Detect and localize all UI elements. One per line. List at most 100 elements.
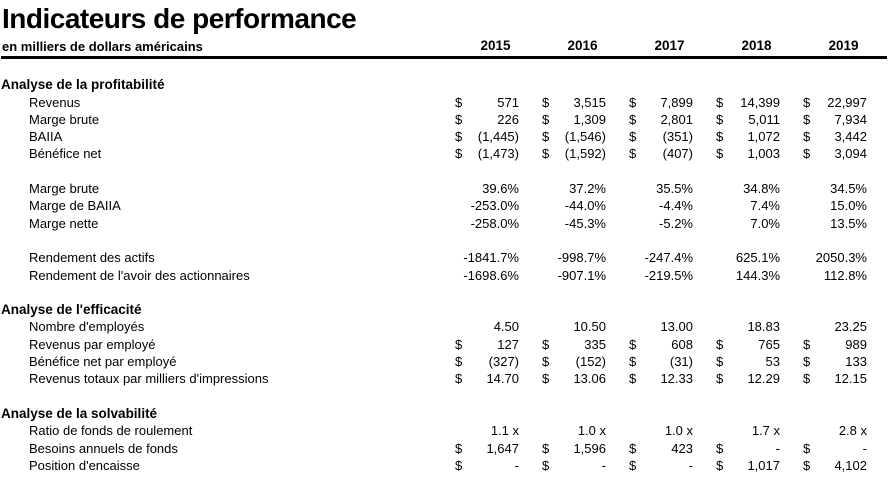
cell-value: (327) [488, 354, 519, 370]
currency-symbol: $ [629, 440, 637, 456]
page-title: Indicateurs de performance [2, 3, 357, 34]
cell-value: 5,011 [748, 111, 780, 127]
currency-symbol: $ [803, 354, 811, 370]
table-row: Revenus $571 $3,515 $7,899 $14,399 $22,997 [1, 94, 887, 111]
table-row: Besoins annuels de fonds $1,647 $1,596 $423… [1, 440, 887, 457]
cell-value: -1698.6% [463, 267, 519, 283]
cell: 15.0% [800, 197, 887, 214]
cell: -45.3% [539, 215, 626, 232]
cell: 4.50 [452, 318, 539, 335]
currency-symbol: $ [455, 371, 463, 387]
section-heading-label: Analyse de la profitabilité [1, 77, 165, 93]
cell-value: 13.5% [830, 215, 867, 231]
currency-symbol: $ [542, 336, 550, 352]
cell-value: 2,801 [660, 111, 693, 127]
cell: $1,309 [539, 111, 626, 128]
cell: $3,515 [539, 94, 626, 111]
cell-value: 765 [758, 336, 780, 352]
currency-symbol: $ [455, 94, 463, 110]
cell-value: 14.70 [486, 371, 519, 387]
column-header-2017: 2017 [654, 38, 685, 53]
cell-value: 625.1% [735, 250, 780, 266]
cell-value: (1,473) [477, 146, 519, 162]
cell-value: 3,515 [573, 94, 606, 110]
cell: 7.0% [713, 215, 800, 232]
row-label: Bénéfice net par employé [29, 354, 177, 370]
cell-value: 39.6% [482, 181, 519, 197]
currency-symbol: $ [455, 111, 463, 127]
section-heading: Analyse de la profitabilité [1, 76, 887, 93]
cell: 625.1% [713, 249, 800, 266]
table-row: BAIIA $ (1,445) $ (1,546) $ (351) $1,072 $3,442 [1, 128, 887, 145]
cell-value: 34.8% [743, 181, 780, 197]
row-label: Bénéfice net [29, 146, 102, 162]
cell: 10.50 [539, 318, 626, 335]
currency-symbol: $ [803, 336, 811, 352]
cell: $12.15 [800, 370, 887, 387]
cell-value: (152) [575, 354, 606, 370]
cell: $ (1,473) [452, 145, 539, 162]
cell-value: -4.4% [659, 198, 693, 214]
currency-symbol: $ [803, 94, 811, 110]
cell: $53 [713, 353, 800, 370]
cell-value: 2.8 x [838, 423, 867, 439]
cell-value: -258.0% [470, 215, 519, 231]
row-label: Revenus totaux par milliers d'impression… [29, 371, 269, 387]
cell: $127 [452, 336, 539, 353]
currency-symbol: $ [542, 371, 550, 387]
spacer-row [1, 284, 887, 301]
units-note: en milliers de dollars américains [2, 39, 203, 54]
cell: $7,934 [800, 111, 887, 128]
spacer-row [1, 59, 887, 76]
cell-value: - [775, 440, 780, 456]
cell: $1,596 [539, 440, 626, 457]
table-row: Bénéfice net $ (1,473) $ (1,592) $ (407) $1,003… [1, 145, 887, 162]
cell: $ (31) [626, 353, 713, 370]
section-heading-label: Analyse de l'efficacité [1, 302, 142, 318]
row-label: BAIIA [29, 129, 63, 145]
column-header-2018: 2018 [741, 38, 772, 53]
cell-value: -247.4% [644, 250, 693, 266]
cell: $ (1,546) [539, 128, 626, 145]
spacer-row [1, 388, 887, 405]
cell: 144.3% [713, 267, 800, 284]
cell: $ (1,445) [452, 128, 539, 145]
cell: 39.6% [452, 180, 539, 197]
cell-value: 12.15 [834, 371, 867, 387]
currency-symbol: $ [629, 457, 637, 473]
currency-symbol: $ [629, 336, 637, 352]
currency-symbol: $ [629, 146, 637, 162]
cell-value: - [862, 440, 867, 456]
currency-symbol: $ [629, 94, 637, 110]
row-label: Rendement des actifs [29, 250, 155, 266]
cell-value: 13.06 [573, 371, 606, 387]
cell-value: 34.5% [830, 181, 867, 197]
section-heading-label: Analyse de la solvabilité [1, 405, 158, 421]
currency-symbol: $ [716, 146, 724, 162]
section-heading: Analyse de la solvabilité [1, 405, 887, 422]
cell: -1698.6% [452, 267, 539, 284]
table-row: Position d'encaisse $ - $ - $ - $1,017 $4,102 [1, 457, 887, 474]
table-row: Rendement des actifs -1841.7% -998.7% -247.… [1, 249, 887, 266]
row-label: Besoins annuels de fonds [29, 440, 178, 456]
cell: -998.7% [539, 249, 626, 266]
cell-value: 226 [497, 111, 519, 127]
currency-symbol: $ [716, 336, 724, 352]
spacer-row [1, 232, 887, 249]
cell-value: 14,399 [740, 94, 780, 110]
currency-symbol: $ [716, 111, 724, 127]
cell: $12.29 [713, 370, 800, 387]
cell: $335 [539, 336, 626, 353]
cell-value: 53 [765, 354, 780, 370]
table-row: Revenus par employé $127 $335 $608 $765 $989 [1, 336, 887, 353]
cell-value: 133 [845, 354, 867, 370]
currency-symbol: $ [455, 129, 463, 145]
column-header-2016: 2016 [567, 38, 598, 53]
cell: $226 [452, 111, 539, 128]
cell-value: 37.2% [569, 181, 606, 197]
currency-symbol: $ [629, 129, 637, 145]
table-row: Bénéfice net par employé $ (327) $ (152) $ (31… [1, 353, 887, 370]
cell-value: 571 [497, 94, 519, 110]
currency-symbol: $ [803, 457, 811, 473]
cell-value: 1,003 [747, 146, 780, 162]
